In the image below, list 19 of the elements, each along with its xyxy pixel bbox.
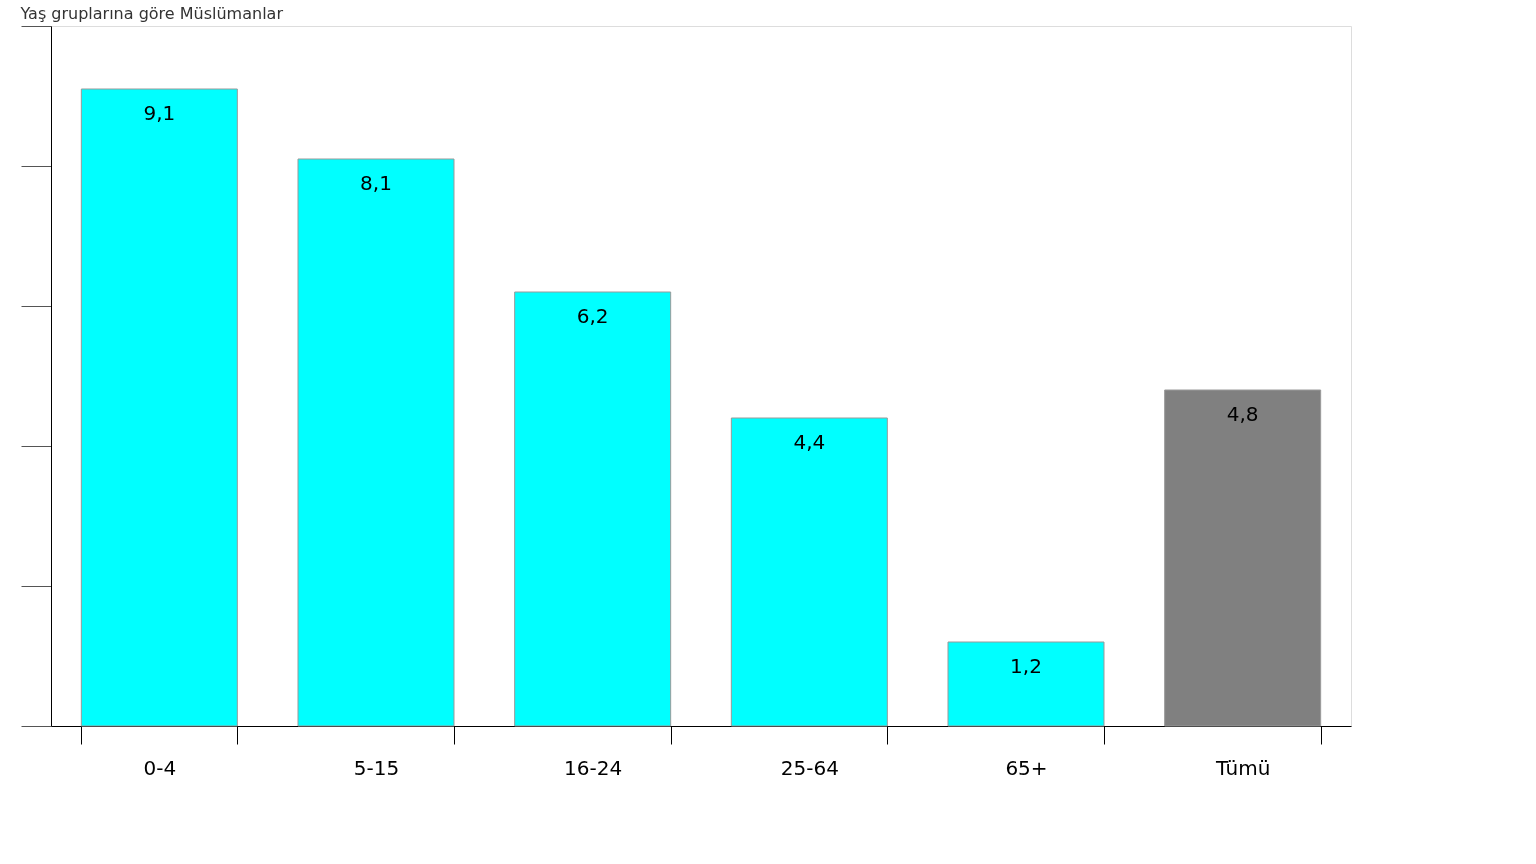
bar [947, 641, 1105, 727]
data-label: 8,1 [360, 171, 392, 195]
bar [730, 417, 888, 727]
data-label: 1,2 [1010, 654, 1042, 678]
bar [80, 88, 238, 727]
x-tick-label: 0-4 [143, 755, 177, 780]
data-label: 4,8 [1226, 402, 1259, 426]
bar [514, 291, 672, 727]
x-tick-label: 5-15 [353, 755, 400, 780]
bar [1164, 389, 1322, 727]
x-tick-label: 16-24 [564, 755, 623, 780]
x-tick-label: Tümü [1215, 755, 1271, 780]
data-label: 6,2 [576, 304, 609, 328]
x-tick-label: 25-64 [780, 755, 839, 780]
data-label: 4,4 [793, 430, 826, 454]
x-tick-label: 65+ [1005, 755, 1048, 780]
data-label: 9,1 [143, 101, 176, 125]
chart-title: Yaş gruplarına göre Müslümanlar [19, 3, 284, 23]
bar [297, 158, 455, 727]
